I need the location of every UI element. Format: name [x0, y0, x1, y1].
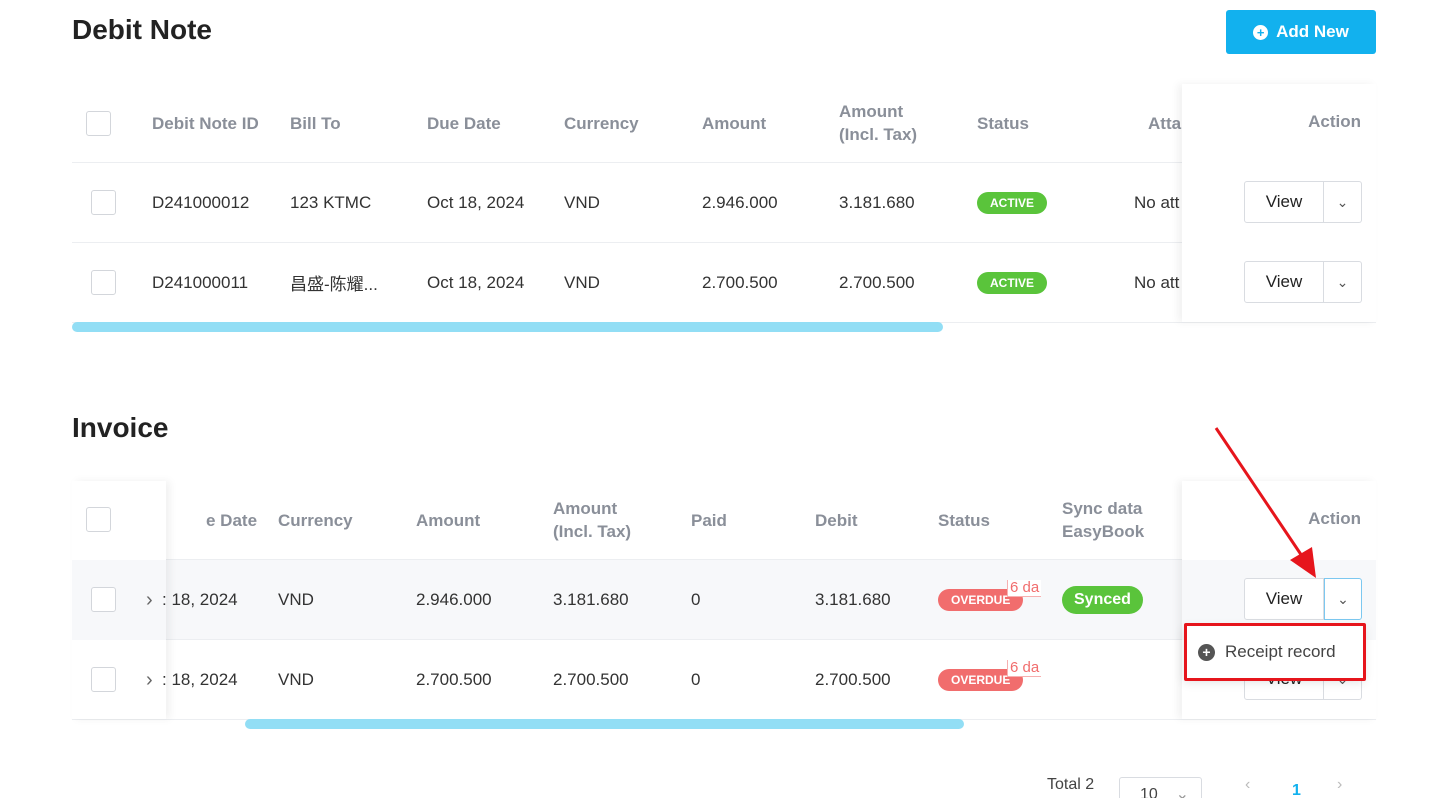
row-checkbox[interactable]	[91, 667, 116, 692]
col-amount[interactable]: Amount	[702, 113, 767, 133]
debit-note-title: Debit Note	[72, 14, 212, 45]
debit-note-id: D241000012	[152, 192, 250, 212]
action-dropdown-menu[interactable]: + Receipt record	[1184, 625, 1364, 679]
chevron-down-icon[interactable]: ⌄	[1324, 181, 1362, 223]
debit-note-id: D241000011	[152, 272, 249, 292]
paid: 0	[691, 669, 701, 689]
due-date: Oct 18, 2024	[427, 272, 525, 292]
status-badge: OVERDUE	[938, 588, 1024, 611]
pagination-total: Total 2	[1047, 776, 1095, 793]
table-row: VND 2.946.000 3.181.680 0 3.181.680 OVER…	[72, 560, 1376, 640]
amount: 2.700.500	[416, 669, 492, 689]
col-action: Action	[1308, 509, 1361, 528]
view-button[interactable]: View	[1244, 578, 1324, 620]
horizontal-scrollbar[interactable]	[72, 322, 943, 332]
status-badge: OVERDUE	[938, 668, 1024, 691]
select-all-checkbox[interactable]	[86, 110, 111, 136]
plus-circle-icon: +	[1253, 24, 1269, 40]
amount: 2.946.000	[416, 589, 492, 609]
amount-incl-tax: 2.700.500	[839, 272, 915, 292]
row-checkbox[interactable]	[91, 190, 116, 215]
currency: VND	[278, 669, 314, 689]
row-action: View ⌄	[1244, 181, 1362, 223]
col-amount-incl-tax[interactable]: Amount (Incl. Tax)	[553, 499, 632, 541]
col-action: Action	[1308, 112, 1361, 131]
col-due-date[interactable]: e Date	[206, 510, 258, 530]
chevron-down-icon[interactable]: ⌄	[1324, 578, 1362, 620]
page-size-value: 10	[1140, 786, 1158, 798]
amount: 2.700.500	[702, 272, 778, 292]
chevron-left-icon[interactable]: ‹	[1245, 776, 1251, 793]
col-debit-note-id[interactable]: Debit Note ID	[152, 113, 259, 133]
table-row: VND 2.700.500 2.700.500 0 2.700.500 OVER…	[72, 640, 1376, 720]
currency: VND	[278, 589, 314, 609]
attachment: No att	[1134, 272, 1180, 292]
fixed-left-column: › › : 18, 2024	[72, 481, 238, 719]
status-badge: ACTIVE	[977, 271, 1048, 294]
currency: VND	[564, 192, 600, 212]
due-date: : 18, 2024	[162, 590, 238, 609]
bill-to: 123 KTMC	[290, 192, 372, 212]
col-status[interactable]: Status	[938, 510, 990, 530]
paid: 0	[691, 589, 701, 609]
table-header: Debit Note ID Bill To Due Date Currency …	[72, 84, 1376, 163]
expand-row-icon[interactable]: ›	[146, 589, 153, 611]
expand-row-icon[interactable]: ›	[146, 669, 153, 691]
invoice-table: e Date Currency Amount Amount (Incl. Tax…	[72, 481, 1376, 721]
currency: VND	[564, 272, 600, 292]
col-currency[interactable]: Currency	[564, 113, 639, 133]
col-status[interactable]: Status	[977, 113, 1029, 133]
bill-to: 昌盛-陈耀...	[290, 275, 378, 294]
receipt-record-menu-item[interactable]: Receipt record	[1225, 642, 1336, 661]
row-action: View ⌄	[1244, 261, 1362, 303]
debit-note-table: Debit Note ID Bill To Due Date Currency …	[72, 84, 1376, 324]
col-debit[interactable]: Debit	[815, 510, 858, 530]
horizontal-scrollbar[interactable]	[245, 719, 964, 729]
plus-circle-icon: +	[1198, 643, 1215, 661]
row-checkbox[interactable]	[91, 587, 116, 612]
col-sync-data[interactable]: Sync data EasyBook	[1062, 499, 1145, 541]
action-column: Action View ⌄ View ⌄	[1182, 84, 1376, 322]
amount-incl-tax: 2.700.500	[553, 669, 629, 689]
row-checkbox[interactable]	[91, 270, 116, 295]
debit: 3.181.680	[815, 589, 891, 609]
table-row: D241000012 123 KTMC Oct 18, 2024 VND 2.9…	[72, 163, 1376, 243]
table-header: e Date Currency Amount Amount (Incl. Tax…	[72, 481, 1376, 560]
col-amount[interactable]: Amount	[416, 510, 481, 530]
view-button[interactable]: View	[1244, 261, 1324, 303]
due-date: : 18, 2024	[162, 670, 238, 689]
overdue-days-tag: 6 da	[1007, 580, 1042, 597]
add-new-button[interactable]: + Add New	[1226, 10, 1376, 54]
sync-badge: Synced	[1062, 585, 1143, 614]
row-action: View ⌄	[1244, 578, 1362, 620]
chevron-right-icon[interactable]: ›	[1337, 776, 1343, 793]
invoice-title: Invoice	[72, 412, 169, 443]
col-currency[interactable]: Currency	[278, 510, 353, 530]
attachment: No att	[1134, 192, 1180, 212]
view-button[interactable]: View	[1244, 181, 1324, 223]
due-date: Oct 18, 2024	[427, 192, 525, 212]
col-bill-to[interactable]: Bill To	[290, 113, 341, 133]
chevron-down-icon[interactable]: ⌄	[1324, 261, 1362, 303]
chevron-down-icon: ⌄	[1175, 786, 1189, 798]
amount: 2.946.000	[702, 192, 778, 212]
amount-incl-tax: 3.181.680	[839, 192, 915, 212]
status-badge: ACTIVE	[977, 191, 1048, 214]
col-due-date[interactable]: Due Date	[427, 113, 501, 133]
select-all-checkbox[interactable]	[86, 507, 111, 532]
overdue-days-tag: 6 da	[1007, 660, 1042, 677]
page-size-select[interactable]: 10 ⌄	[1119, 777, 1202, 798]
debit: 2.700.500	[815, 669, 891, 689]
add-new-label: Add New	[1276, 22, 1349, 41]
current-page[interactable]: 1	[1292, 782, 1301, 798]
col-attachment[interactable]: Atta	[1148, 113, 1182, 133]
amount-incl-tax: 3.181.680	[553, 589, 629, 609]
col-amount-incl-tax[interactable]: Amount (Incl. Tax)	[839, 102, 918, 144]
col-paid[interactable]: Paid	[691, 510, 727, 530]
